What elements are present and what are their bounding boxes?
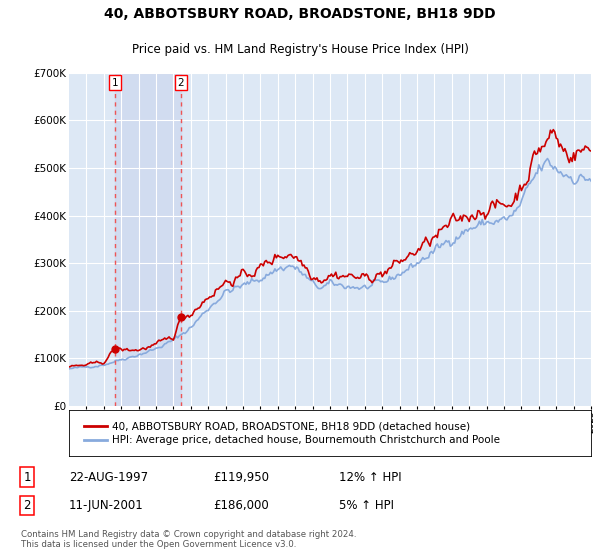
Text: 12% ↑ HPI: 12% ↑ HPI	[339, 471, 401, 484]
Text: 22-AUG-1997: 22-AUG-1997	[69, 471, 148, 484]
Text: £186,000: £186,000	[213, 499, 269, 512]
Text: 1: 1	[23, 471, 31, 484]
Text: 5% ↑ HPI: 5% ↑ HPI	[339, 499, 394, 512]
Text: Contains HM Land Registry data © Crown copyright and database right 2024.
This d: Contains HM Land Registry data © Crown c…	[21, 530, 356, 549]
Text: 1: 1	[112, 78, 118, 88]
Text: 2: 2	[23, 499, 31, 512]
Text: 11-JUN-2001: 11-JUN-2001	[69, 499, 144, 512]
Text: Price paid vs. HM Land Registry's House Price Index (HPI): Price paid vs. HM Land Registry's House …	[131, 44, 469, 57]
Text: £119,950: £119,950	[213, 471, 269, 484]
Legend: 40, ABBOTSBURY ROAD, BROADSTONE, BH18 9DD (detached house), HPI: Average price, : 40, ABBOTSBURY ROAD, BROADSTONE, BH18 9D…	[79, 417, 504, 450]
Bar	[115, 73, 181, 406]
Text: 40, ABBOTSBURY ROAD, BROADSTONE, BH18 9DD: 40, ABBOTSBURY ROAD, BROADSTONE, BH18 9D…	[104, 7, 496, 21]
Text: 2: 2	[178, 78, 184, 88]
